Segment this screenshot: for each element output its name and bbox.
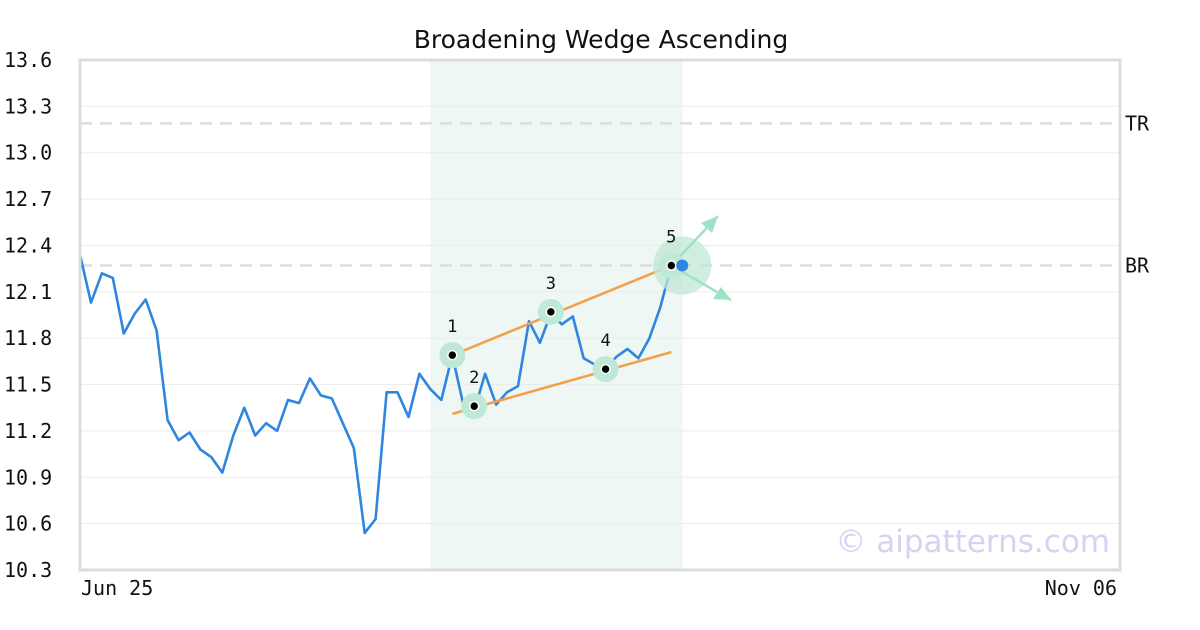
pattern-point-label: 3	[546, 274, 556, 294]
watermark: © aipatterns.com	[835, 524, 1110, 560]
pattern-point-label: 5	[666, 228, 676, 248]
y-tick-label: 12.1	[4, 280, 52, 304]
plot-frame	[78, 58, 1122, 572]
grid-layer	[80, 59, 1120, 571]
y-tick-label: 10.6	[4, 512, 52, 536]
pattern-point	[545, 306, 557, 318]
marker-layer: 1 2 3 4 5	[439, 215, 732, 420]
y-tick-label: 13.3	[4, 94, 52, 118]
reference-label-br: BR	[1125, 254, 1150, 278]
breakout-arrow-down-head	[713, 287, 731, 300]
pattern-point-label: 1	[447, 317, 457, 337]
reference-label-tr: TR	[1125, 111, 1150, 135]
x-tick-label: Nov 06	[1045, 576, 1117, 600]
pattern-point	[447, 349, 458, 361]
chart-title: Broadening Wedge Ascending	[414, 25, 789, 54]
breakout-point	[676, 259, 689, 272]
y-tick-label: 11.5	[4, 373, 52, 397]
x-tick-label: Jun 25	[81, 576, 153, 600]
y-tick-label: 11.8	[4, 326, 52, 350]
price-line	[78, 254, 673, 535]
tick-layer: 10.3 10.6 10.9 11.2 11.5 11.8 12.1 12.4 12.7 13.0…	[4, 48, 1117, 600]
trend-line	[451, 350, 672, 416]
reference-layer: TR BR	[80, 111, 1150, 278]
pattern-point	[666, 260, 677, 271]
y-tick-label: 13.0	[4, 141, 52, 165]
y-tick-label: 13.6	[4, 48, 52, 72]
y-tick-label: 10.9	[4, 465, 52, 489]
series-layer	[78, 254, 673, 535]
y-tick-label: 11.2	[4, 419, 52, 443]
y-tick-label: 12.4	[4, 233, 52, 257]
pattern-point-label: 2	[469, 368, 479, 388]
pattern-point	[600, 363, 611, 375]
pattern-point-label: 4	[600, 331, 610, 351]
pattern-point	[468, 400, 480, 412]
y-tick-label: 10.3	[4, 558, 52, 582]
y-tick-label: 12.7	[4, 187, 52, 211]
breakout-arrow-up-head	[701, 216, 718, 233]
